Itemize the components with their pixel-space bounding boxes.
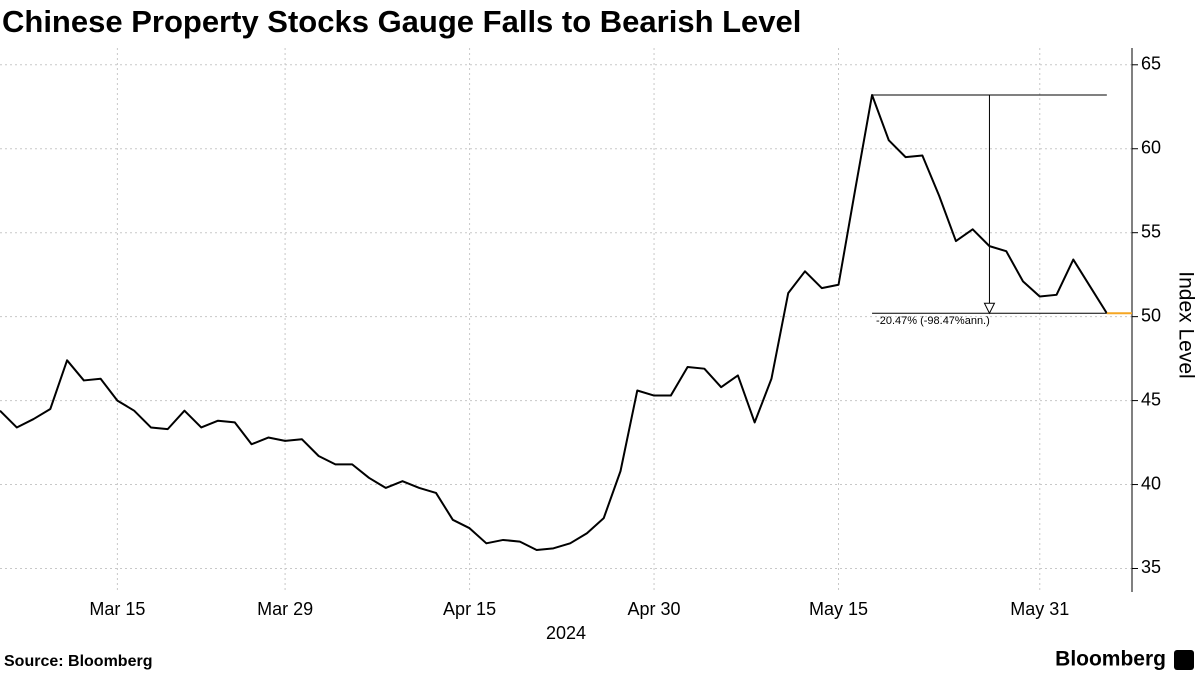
y-tick-label: 40 [1141,473,1161,493]
x-tick-label: Apr 30 [628,599,681,619]
y-tick-label: 35 [1141,557,1161,577]
x-tick-label: Mar 15 [89,599,145,619]
annotation-text: -20.47% (-98.47%ann.) [876,315,990,327]
x-tick-label: Apr 15 [443,599,496,619]
x-tick-label: Mar 29 [257,599,313,619]
x-tick-label: May 15 [809,599,868,619]
y-tick-label: 50 [1141,305,1161,325]
source: Source: Bloomberg [4,653,152,670]
y-tick-label: 45 [1141,389,1161,409]
brand: Bloomberg [1055,648,1166,671]
annotation-arrow [983,302,996,315]
y-axis-label: Index Level [1174,271,1197,378]
y-tick-label: 65 [1141,54,1161,74]
chart-title: Chinese Property Stocks Gauge Falls to B… [2,4,801,39]
y-tick-label: 60 [1141,137,1161,157]
x-axis-label: 2024 [546,623,586,643]
brand-icon [1174,650,1194,670]
line-series [0,94,1108,552]
y-tick-label: 55 [1141,221,1161,241]
x-tick-label: May 31 [1010,599,1069,619]
